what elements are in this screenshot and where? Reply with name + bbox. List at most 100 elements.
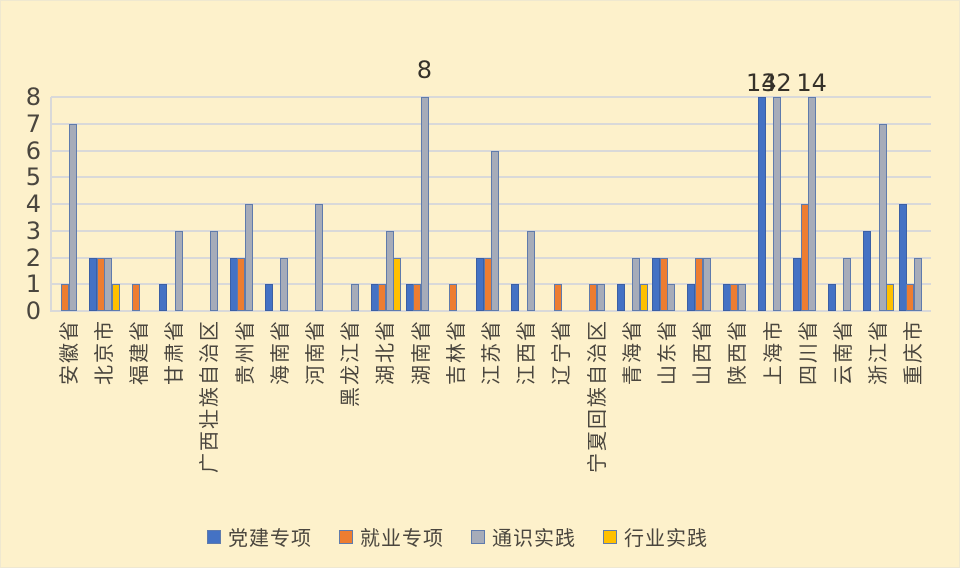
bar — [350, 284, 359, 312]
y-axis-tick-label: 7 — [25, 109, 41, 138]
bar — [694, 257, 703, 311]
legend-item: 行业实践 — [603, 522, 708, 551]
bar — [737, 284, 746, 312]
y-axis-line — [50, 97, 52, 312]
bar — [589, 284, 598, 312]
x-axis-label: 吉林省 — [443, 319, 468, 385]
x-axis-label: 山东省 — [655, 319, 679, 385]
x-axis-label: 青海省 — [619, 319, 644, 385]
legend: 党建专项 就业专项 通识实践 行业实践 — [207, 522, 708, 551]
legend-item: 通识实践 — [471, 522, 576, 551]
bar — [483, 257, 492, 311]
bar — [906, 284, 915, 312]
bar — [878, 123, 887, 312]
bar-data-label: 14 — [746, 69, 777, 97]
bar — [491, 150, 500, 311]
legend-item: 就业专项 — [339, 522, 444, 551]
bar — [617, 284, 625, 312]
x-axis-label: 四川省 — [795, 319, 820, 385]
bar — [659, 257, 668, 311]
bar — [639, 284, 648, 312]
y-axis-tick-label: 0 — [25, 297, 41, 325]
bar — [244, 204, 253, 311]
bar — [730, 284, 739, 312]
x-axis-label: 云南省 — [831, 319, 855, 385]
bar — [237, 257, 246, 311]
bar — [393, 257, 402, 311]
bar — [61, 284, 70, 312]
x-axis-label: 福建省 — [127, 319, 151, 385]
bar — [554, 284, 563, 312]
bar — [280, 257, 289, 311]
bar — [898, 204, 907, 311]
legend-swatch-icon — [339, 529, 353, 544]
x-axis-label: 山西省 — [690, 319, 715, 385]
legend-swatch-icon — [603, 529, 617, 544]
bar — [800, 204, 809, 311]
legend-item: 党建专项 — [207, 522, 312, 551]
x-axis-label: 黑龙江省 — [338, 319, 363, 407]
bar — [111, 284, 120, 312]
y-axis-tick-label: 8 — [25, 83, 41, 111]
bar — [448, 284, 457, 312]
bar — [209, 230, 218, 312]
bar — [68, 123, 77, 312]
y-axis-tick-label: 2 — [25, 243, 41, 272]
bar — [863, 230, 872, 312]
bar — [632, 257, 641, 311]
x-axis-label: 河南省 — [303, 319, 327, 385]
legend-swatch-icon — [471, 529, 485, 544]
bar — [667, 284, 676, 312]
bar — [131, 284, 140, 312]
bar — [159, 284, 168, 312]
x-axis-label: 上海市 — [760, 319, 785, 385]
x-axis-label: 广西壮族自治区 — [197, 319, 222, 473]
bar — [808, 97, 817, 311]
legend-label: 党建专项 — [228, 526, 312, 550]
bar — [420, 97, 429, 311]
bar — [174, 230, 183, 312]
bar — [886, 284, 894, 312]
legend-label: 通识实践 — [492, 526, 576, 550]
y-axis-tick-label: 6 — [25, 136, 41, 165]
bar — [511, 284, 520, 312]
legend-label: 就业专项 — [360, 526, 444, 550]
x-axis-label: 辽宁省 — [549, 319, 574, 385]
x-axis-label: 湖南省 — [408, 319, 433, 385]
x-axis-label: 安徽省 — [56, 319, 81, 385]
x-axis-label: 湖北省 — [373, 319, 398, 385]
x-axis-label: 海南省 — [267, 319, 292, 385]
bar — [702, 257, 711, 311]
y-axis-tick-label: 1 — [25, 270, 41, 299]
bar-data-label: 14 — [796, 69, 827, 97]
y-axis-tick-label: 3 — [25, 216, 41, 245]
bar — [378, 284, 387, 312]
bar-data-label: 8 — [416, 56, 433, 84]
bar — [315, 204, 324, 311]
bar — [526, 230, 535, 312]
bar — [596, 284, 605, 312]
y-axis-tick-label: 4 — [25, 190, 41, 218]
bar — [96, 257, 105, 311]
x-axis-label: 北京市 — [91, 319, 116, 385]
legend-swatch-icon — [207, 529, 221, 544]
x-axis-label: 甘肃省 — [162, 319, 187, 385]
bar — [913, 257, 922, 311]
x-axis-label: 重庆市 — [901, 319, 926, 385]
x-axis-label: 浙江省 — [866, 319, 891, 385]
y-gridline — [51, 122, 931, 125]
x-axis-label: 贵州省 — [232, 319, 257, 385]
x-axis-label: 江西省 — [514, 319, 539, 385]
bar — [104, 257, 113, 311]
bar — [843, 257, 852, 311]
y-axis-tick-label: 5 — [25, 163, 41, 192]
x-axis-label: 江苏省 — [479, 319, 503, 385]
bar — [265, 284, 273, 312]
bar — [757, 97, 766, 311]
x-axis-label: 宁夏回族自治区 — [584, 319, 609, 473]
bar — [413, 284, 422, 312]
bar — [772, 97, 781, 311]
bar — [828, 284, 837, 312]
legend-label: 行业实践 — [624, 526, 708, 550]
